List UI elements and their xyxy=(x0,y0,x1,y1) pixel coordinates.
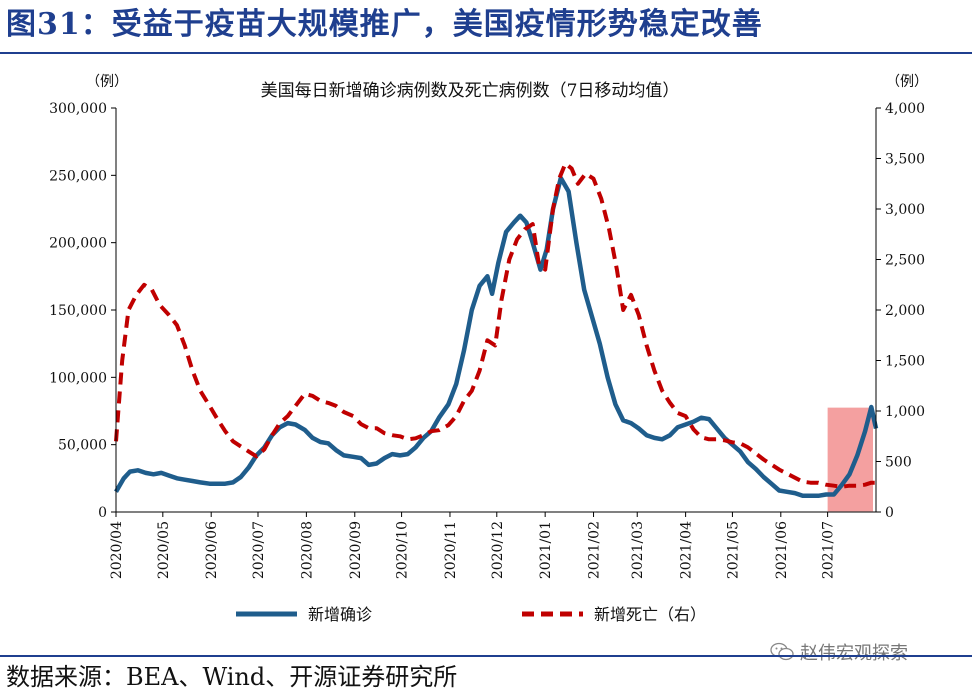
x-tick-label: 2021/05 xyxy=(725,521,741,579)
chart: 0 50,000 100,000 150,000 200,000 250,000 300,0… xyxy=(49,74,928,624)
left-y-tick-label: 200,000 xyxy=(49,236,107,252)
right-y-tick-label: 1,000 xyxy=(885,404,925,420)
source-divider xyxy=(0,655,972,657)
x-tick-label: 2020/12 xyxy=(490,521,506,579)
series-layer xyxy=(114,161,879,499)
right-y-tick-label: 4,000 xyxy=(885,101,925,117)
right-y-tick-label: 3,500 xyxy=(885,152,925,168)
source-note: 数据来源：BEA、Wind、开源证券研究所 xyxy=(6,663,458,691)
x-tick-label: 2020/08 xyxy=(299,521,315,579)
x-tick-label: 2021/02 xyxy=(587,521,603,579)
legend-label-deaths: 新增死亡（右） xyxy=(594,605,706,624)
series-line-confirmed xyxy=(114,175,879,499)
title-divider xyxy=(0,52,972,54)
left-y-tick-label: 100,000 xyxy=(49,370,107,386)
legend-label-confirmed: 新增确诊 xyxy=(308,605,372,624)
right-y-tick-label: 500 xyxy=(885,455,912,471)
left-y-tick-label: 50,000 xyxy=(58,438,107,454)
left-y-tick-label: 0 xyxy=(98,505,107,521)
x-tick-label: 2020/07 xyxy=(251,521,267,579)
right-y-tick-label: 1,500 xyxy=(885,354,925,370)
x-tick-label: 2020/09 xyxy=(348,521,364,579)
chart-title: 美国每日新增确诊病例数及死亡病例数（7日移动均值） xyxy=(261,81,680,101)
left-y-tick-label: 300,000 xyxy=(49,101,107,117)
axes-layer: 0 50,000 100,000 150,000 200,000 250,000 300,0… xyxy=(49,101,925,579)
left-axis-unit: （例） xyxy=(86,74,128,90)
x-tick-label: 2021/06 xyxy=(774,521,790,579)
right-y-tick-label: 2,500 xyxy=(885,253,925,269)
right-y-tick-label: 0 xyxy=(885,505,894,521)
right-y-tick-label: 2,000 xyxy=(885,303,925,319)
left-y-tick-label: 150,000 xyxy=(49,303,107,319)
x-tick-label: 2020/11 xyxy=(443,521,459,579)
figure-title: 图31：受益于疫苗大规模推广，美国疫情形势稳定改善 xyxy=(6,7,763,42)
series-line-deaths xyxy=(114,161,876,489)
legend: 新增确诊 新增死亡（右） xyxy=(236,605,706,624)
watermark: 赵伟宏观探索 xyxy=(770,639,908,665)
x-tick-label: 2021/04 xyxy=(679,521,695,579)
watermark-text: 赵伟宏观探索 xyxy=(800,643,908,664)
x-tick-label: 2020/04 xyxy=(109,521,125,579)
x-tick-label: 2021/01 xyxy=(538,521,554,579)
x-tick-label: 2020/10 xyxy=(395,521,411,579)
x-tick-label: 2021/07 xyxy=(821,521,837,579)
left-y-tick-label: 250,000 xyxy=(49,168,107,184)
right-y-tick-label: 3,000 xyxy=(885,202,925,218)
x-tick-label: 2020/06 xyxy=(204,521,220,579)
right-axis-unit: （例） xyxy=(886,74,928,90)
x-tick-label: 2021/03 xyxy=(630,521,646,579)
wechat-icon xyxy=(770,642,794,661)
x-tick-label: 2020/05 xyxy=(156,521,172,579)
